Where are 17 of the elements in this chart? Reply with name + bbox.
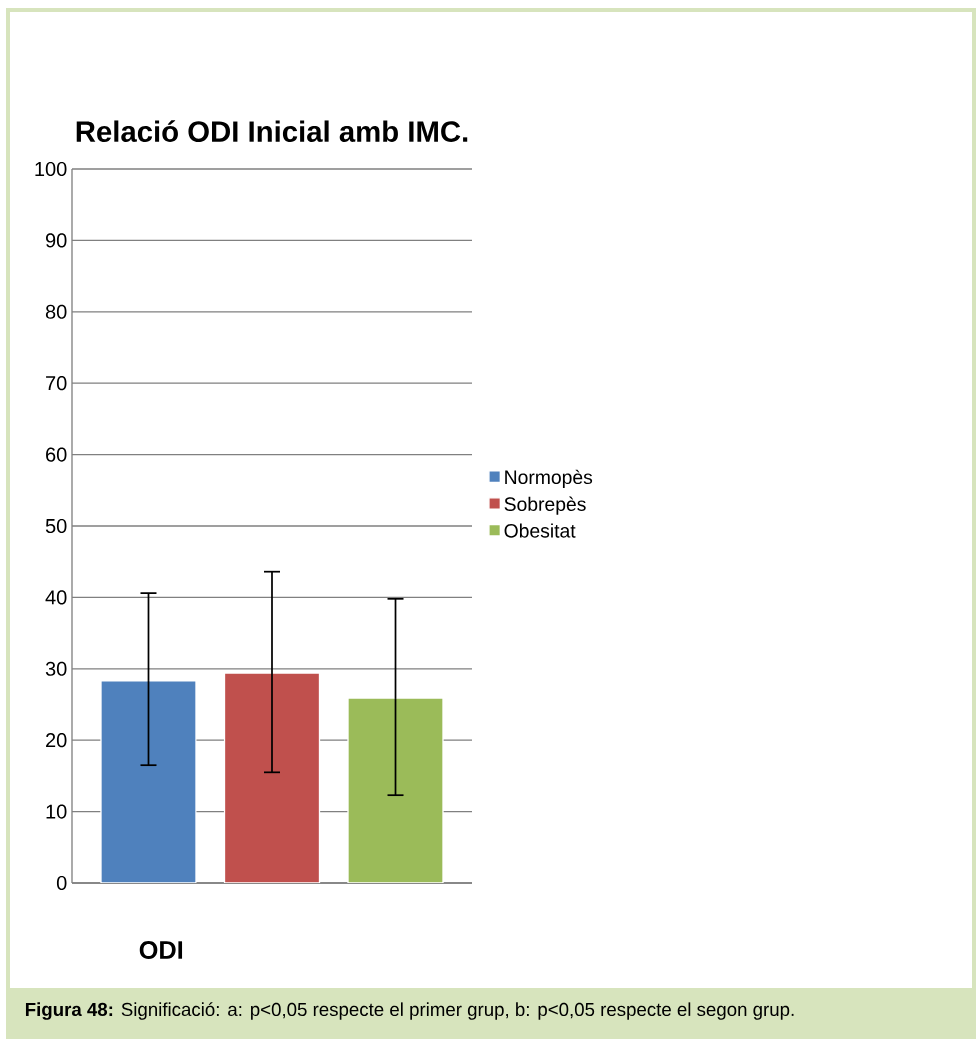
y-tick-label: 70: [46, 376, 67, 391]
y-tick-label: 50: [45, 518, 67, 534]
y-tick-label: 90: [45, 233, 67, 248]
y-tick-label: 0: [56, 875, 67, 891]
y-tick-label: 100: [35, 161, 67, 177]
y-tick-label: 60: [46, 447, 67, 462]
y-tick-label: 80: [45, 304, 67, 319]
y-tick-label: 40: [45, 590, 67, 605]
y-tick-label: 10: [46, 804, 67, 819]
legend-label: Normopès: [505, 469, 593, 488]
y-tick-label: 30: [45, 661, 67, 676]
y-tick-label: 20: [46, 733, 67, 748]
chart-title: Relació ODI Inicial amb IMC.: [76, 120, 468, 143]
legend-label: Sobrepès: [504, 496, 586, 515]
legend-label: Obesitat: [504, 523, 576, 538]
x-axis-title: ODI: [139, 941, 183, 959]
text: Figura 48: Significació: a: p<0,05 respecte el primer grup, b: p<0,05 respecte el segon grup.: [25, 1002, 794, 1020]
